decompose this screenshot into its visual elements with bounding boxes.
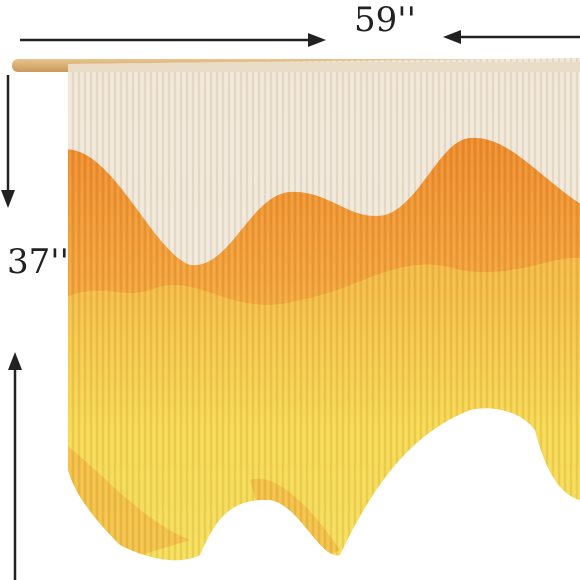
height-label: 37'': [7, 242, 69, 282]
wall-hanging: [68, 58, 580, 561]
height-arrows: [1, 75, 22, 580]
width-label: 59'': [354, 0, 416, 40]
width-arrows: [20, 30, 580, 47]
